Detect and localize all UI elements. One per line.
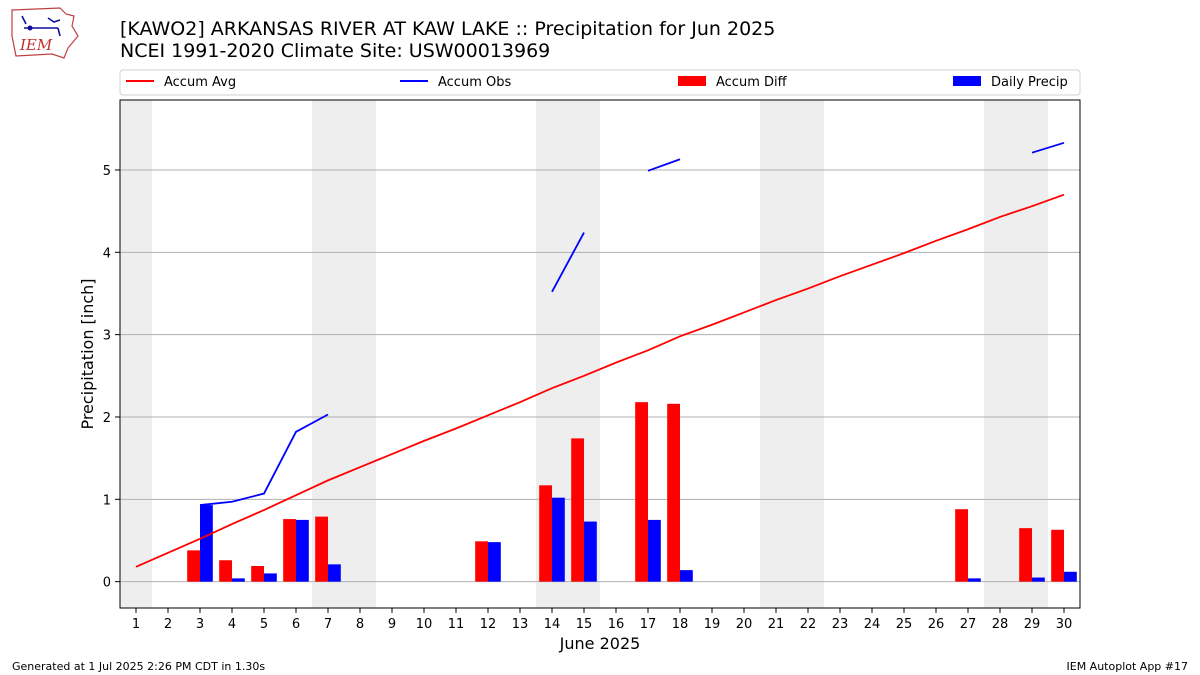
daily-precip-bar [264, 573, 277, 582]
weekend-shade [344, 100, 376, 608]
x-tick-label: 13 [512, 617, 529, 632]
plot-frame [119, 99, 1081, 609]
x-tick-label: 17 [640, 617, 657, 632]
daily-precip-bar [200, 505, 213, 582]
y-tick-label: 0 [103, 576, 111, 591]
y-tick-label: 1 [103, 493, 111, 508]
accum-diff-bar [187, 550, 200, 582]
daily-precip-bar [328, 564, 341, 582]
generated-timestamp: Generated at 1 Jul 2025 2:26 PM CDT in 1… [12, 660, 266, 673]
accum-obs-line [199, 413, 329, 506]
chart-subtitle: NCEI 1991-2020 Climate Site: USW00013969 [120, 40, 551, 62]
legend-label: Accum Diff [716, 75, 788, 90]
x-tick-label: 8 [356, 617, 364, 632]
accum-diff-bar [539, 485, 552, 582]
x-tick-label: 27 [960, 617, 977, 632]
x-tick-label: 16 [608, 617, 625, 632]
x-tick-label: 12 [480, 617, 497, 632]
daily-precip-bar [488, 542, 501, 582]
legend-bar-swatch [953, 76, 981, 86]
weekend-shade [1016, 100, 1048, 608]
legend-label: Accum Obs [438, 75, 511, 90]
accum-obs-line [551, 232, 585, 293]
accum-obs-line [1031, 141, 1065, 154]
x-tick-label: 5 [260, 617, 268, 632]
daily-precip-bar [648, 519, 661, 582]
accum-avg-line [135, 193, 1065, 568]
y-tick-label: 2 [103, 411, 111, 426]
x-tick-label: 26 [928, 617, 945, 632]
weekend-shade [120, 100, 152, 608]
station-dot-icon [27, 25, 33, 31]
daily-precip-bar [584, 521, 597, 582]
accum-diff-bar [635, 402, 648, 582]
x-tick-label: 24 [864, 617, 881, 632]
x-tick-label: 30 [1056, 617, 1073, 632]
x-tick-label: 18 [672, 617, 689, 632]
x-tick-label: 19 [704, 617, 721, 632]
state-outline-icon [11, 7, 79, 59]
chart-title: [KAWO2] ARKANSAS RIVER AT KAW LAKE :: Pr… [120, 18, 776, 40]
x-tick-label: 21 [768, 617, 785, 632]
legend-bar-swatch [678, 76, 706, 86]
accum-obs-line [647, 158, 681, 172]
y-tick-label: 4 [103, 246, 111, 261]
accum-diff-bar [251, 566, 264, 582]
weather-station-icon [21, 15, 61, 37]
accum-diff-bar [1051, 529, 1064, 582]
y-tick-label: 3 [103, 329, 111, 344]
daily-precip-bar [680, 570, 693, 582]
x-tick-label: 11 [448, 617, 465, 632]
x-tick-label: 1 [132, 617, 140, 632]
daily-precip-bar [232, 578, 245, 582]
y-axis-label: Precipitation [inch] [78, 278, 97, 429]
x-tick-label: 7 [324, 617, 332, 632]
x-tick-label: 2 [164, 617, 172, 632]
x-tick-label: 29 [1024, 617, 1041, 632]
app-label: IEM Autoplot App #17 [1066, 660, 1189, 673]
x-tick-label: 3 [196, 617, 204, 632]
legend-box [119, 69, 1081, 96]
x-tick-label: 9 [388, 617, 396, 632]
accum-diff-bar [283, 519, 296, 582]
x-tick-label: 22 [800, 617, 817, 632]
accum-diff-bar [667, 403, 680, 582]
x-tick-label: 10 [416, 617, 433, 632]
x-tick-label: 14 [544, 617, 561, 632]
x-tick-label: 28 [992, 617, 1009, 632]
x-tick-label: 20 [736, 617, 753, 632]
weekend-shade [984, 100, 1016, 608]
x-tick-label: 6 [292, 617, 300, 632]
legend-label: Accum Avg [164, 75, 236, 90]
daily-precip-bar [296, 519, 309, 582]
weekend-shade [792, 100, 824, 608]
accum-diff-bar [955, 509, 968, 582]
legend-label: Daily Precip [991, 75, 1068, 90]
x-tick-label: 23 [832, 617, 849, 632]
daily-precip-bar [1032, 577, 1045, 582]
iem-logo: IEM [11, 7, 79, 59]
y-tick-label: 5 [103, 164, 111, 179]
accum-diff-bar [571, 438, 584, 582]
x-tick-label: 15 [576, 617, 593, 632]
daily-precip-bar [968, 578, 981, 582]
x-tick-label: 25 [896, 617, 913, 632]
accum-diff-bar [219, 560, 232, 582]
weekend-shade [760, 100, 792, 608]
x-axis-label: June 2025 [559, 634, 641, 653]
x-tick-label: 4 [228, 617, 236, 632]
logo-text: IEM [19, 36, 53, 54]
daily-precip-bar [552, 497, 565, 582]
accum-diff-bar [475, 541, 488, 582]
accum-diff-bar [1019, 528, 1032, 582]
accum-diff-bar [315, 516, 328, 582]
daily-precip-bar [1064, 571, 1077, 582]
